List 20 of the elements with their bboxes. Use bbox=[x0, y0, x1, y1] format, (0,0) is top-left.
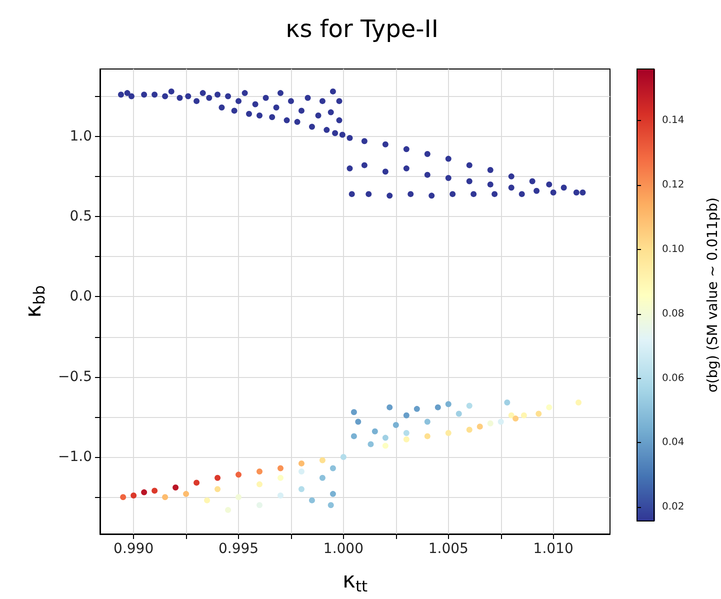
color-bar-label: 0.08 bbox=[662, 308, 684, 320]
y-tick-label: −1.0 bbox=[58, 449, 92, 466]
y-axis-title: κbb bbox=[22, 285, 49, 318]
x-tick-label: 0.990 bbox=[114, 541, 154, 557]
color-bar-title: σ(bg) (SM value ~ 0.011pb) bbox=[705, 197, 721, 393]
y-tick-label: 0.0 bbox=[70, 288, 92, 305]
y-tick-label: 1.0 bbox=[70, 128, 92, 144]
x-tick-label: 0.995 bbox=[218, 541, 259, 557]
color-bar-label: 0.12 bbox=[662, 179, 684, 190]
x-tick-label: 1.000 bbox=[323, 541, 364, 557]
color-bar-label: 0.04 bbox=[662, 437, 684, 448]
y-tick-label: 0.5 bbox=[70, 208, 92, 225]
color-bar-label: 0.02 bbox=[662, 502, 684, 513]
x-tick-label: 1.010 bbox=[533, 541, 574, 557]
color-bar-label: 0.06 bbox=[662, 372, 684, 384]
chart-title: κs for Type-II bbox=[286, 15, 438, 43]
x-tick-label: 1.005 bbox=[428, 541, 468, 557]
color-bar-label: 0.14 bbox=[662, 115, 684, 126]
y-tick-label: −0.5 bbox=[58, 368, 92, 385]
color-bar-label: 0.10 bbox=[662, 244, 684, 255]
